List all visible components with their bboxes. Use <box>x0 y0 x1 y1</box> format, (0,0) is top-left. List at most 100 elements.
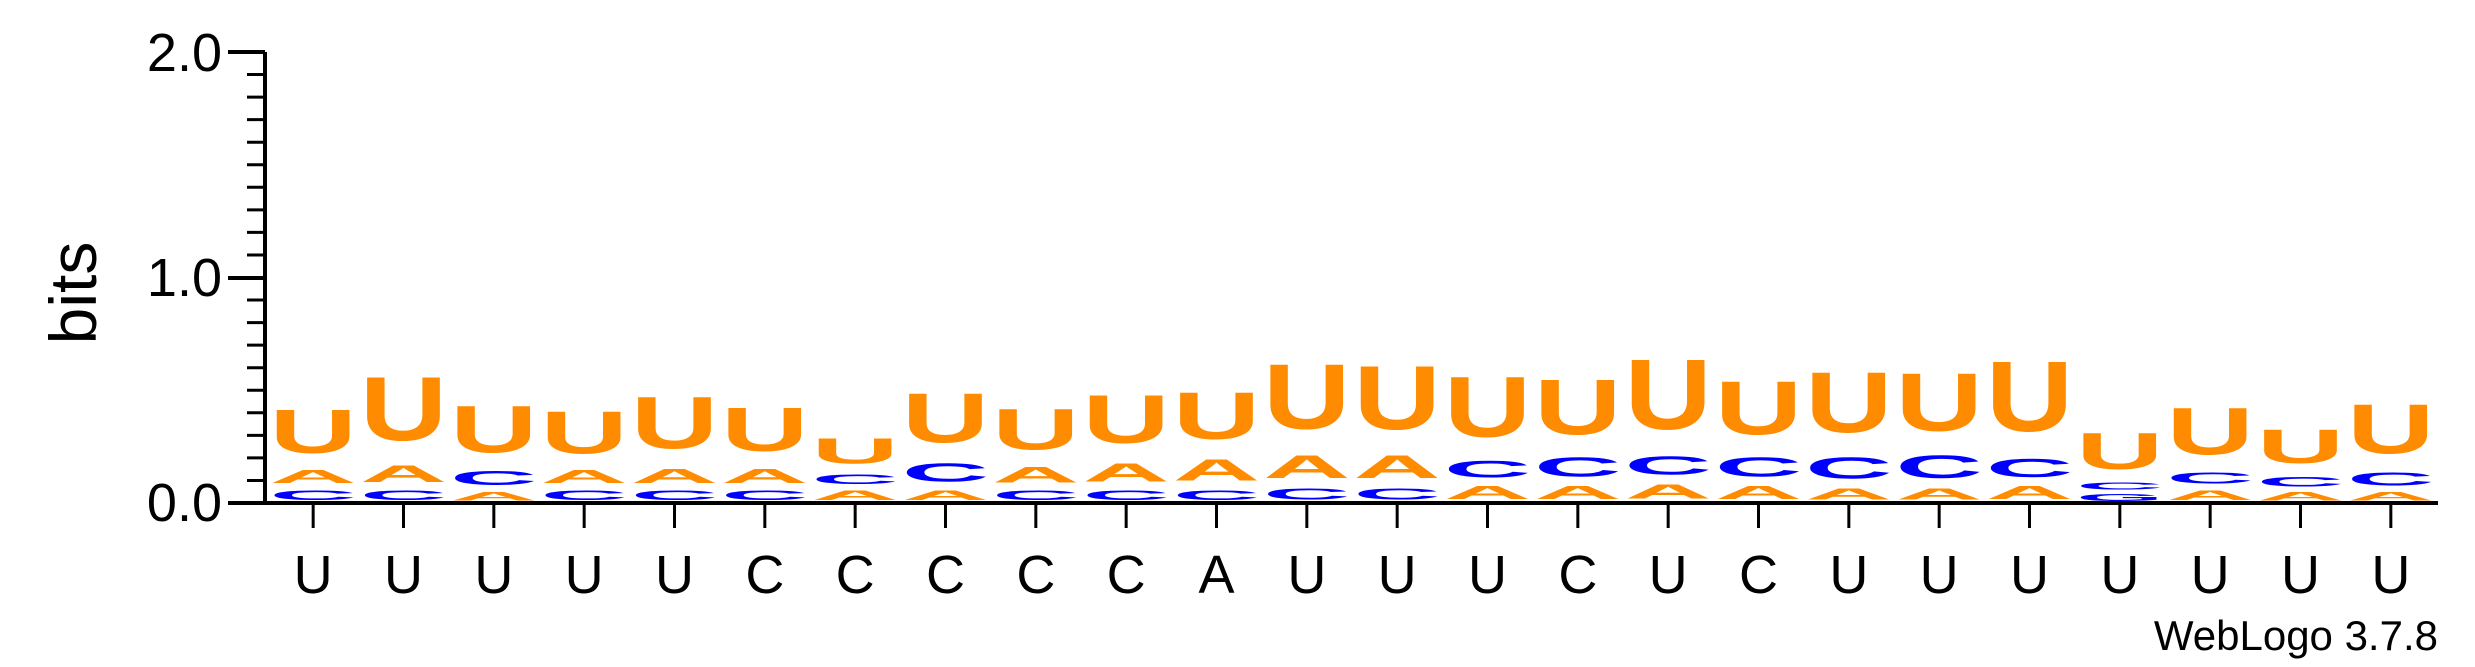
logo-letter-c: C <box>721 487 808 503</box>
y-tick-label: 0.0 <box>147 473 222 533</box>
logo-letter-c: C <box>1263 485 1350 503</box>
logo-letter-a: A <box>1354 449 1441 485</box>
x-tick-label: C <box>1739 545 1778 605</box>
logo-letter-a: A <box>270 467 357 487</box>
logo-letter-c: C <box>992 487 1079 503</box>
x-tick-label: C <box>926 545 965 605</box>
logo-letter-g: G <box>2076 492 2163 503</box>
x-tick-label: C <box>1558 545 1597 605</box>
logo-letter-u: U <box>541 399 628 467</box>
x-tick-label: U <box>1378 545 1417 605</box>
logo-letter-u: U <box>360 358 447 460</box>
x-tick-label: U <box>2371 545 2410 605</box>
logo-letter-c: C <box>2347 469 2434 489</box>
logo-letter-a: A <box>1986 483 2073 503</box>
logo-letter-a: A <box>1896 485 1983 503</box>
logo-letter-a: A <box>1263 449 1350 485</box>
logo-letter-u: U <box>721 395 808 464</box>
logo-letter-c: C <box>1083 487 1170 503</box>
logo-letter-c: C <box>1896 449 1983 485</box>
logo-letter-u: U <box>992 397 1079 462</box>
logo-letter-u: U <box>2347 390 2434 469</box>
logo-letter-c: C <box>360 487 447 503</box>
x-tick-label: U <box>2281 545 2320 605</box>
logo-letter-u: U <box>1173 379 1260 453</box>
logo-letter-a: A <box>1083 458 1170 487</box>
logo-letter-u: U <box>812 431 899 472</box>
logo-letter-a: A <box>1444 483 1531 503</box>
logo-letter-u: U <box>1896 356 1983 448</box>
x-tick-label: U <box>294 545 333 605</box>
y-tick-label: 1.0 <box>147 248 222 308</box>
x-tick-label: U <box>2191 545 2230 605</box>
logo-letter-u: U <box>2076 422 2163 480</box>
logo-letter-a: A <box>812 487 899 503</box>
logo-letter-c: C <box>1173 487 1260 503</box>
x-tick-label: U <box>1920 545 1959 605</box>
logo-letter-u: U <box>2257 419 2344 473</box>
logo-letter-c: C <box>450 467 537 489</box>
logo-letter-a: A <box>2167 487 2254 503</box>
logo-letter-u: U <box>1805 355 1892 451</box>
logo-letter-c: C <box>1715 451 1802 482</box>
logo-letter-a: A <box>1534 483 1621 503</box>
logo-letter-c: C <box>1805 451 1892 485</box>
logo-letter-u: U <box>1263 345 1350 448</box>
x-tick-label: C <box>836 545 875 605</box>
logo-letter-a: A <box>992 462 1079 487</box>
logo-letter-u: U <box>270 397 357 466</box>
logo-letter-c: C <box>1354 485 1441 503</box>
x-tick-label: U <box>1468 545 1507 605</box>
logo-letter-u: U <box>631 382 718 465</box>
logo-letter-a: A <box>1625 481 1712 503</box>
logo-letter-u: U <box>1444 359 1531 455</box>
logo-letter-a: A <box>721 465 808 487</box>
logo-letter-c: C <box>1625 451 1712 480</box>
logo-letter-a: A <box>902 487 989 503</box>
logo-letter-c: C <box>812 472 899 488</box>
logo-letter-a: A <box>360 460 447 487</box>
y-axis-label: bits <box>36 242 110 345</box>
logo-letter-c: C <box>2257 474 2344 490</box>
x-tick-label: U <box>2010 545 2049 605</box>
plot-area: CAUCAUACUCAUCAUCAUACUACUCAUCAUCAUCAUCAUA… <box>270 338 2435 503</box>
logo-letter-u: U <box>1715 365 1802 450</box>
logo-letter-c: C <box>541 487 628 503</box>
x-tick-label: C <box>1107 545 1146 605</box>
weblogo-credit: WebLogo 3.7.8 <box>2154 612 2438 659</box>
x-tick-label: U <box>384 545 423 605</box>
y-minor-ticks <box>247 73 265 482</box>
logo-letter-u: U <box>1354 347 1441 449</box>
logo-letter-a: A <box>541 467 628 487</box>
logo-letter-a: A <box>1805 485 1892 503</box>
x-tick-label: A <box>1198 545 1234 605</box>
logo-letter-a: A <box>2257 490 2344 503</box>
logo-letter-c: C <box>1986 453 2073 482</box>
logo-letter-c: C <box>1444 456 1531 483</box>
x-tick-label: U <box>565 545 604 605</box>
logo-letter-a: A <box>1173 453 1260 487</box>
x-tick-label: C <box>1016 545 1055 605</box>
logo-letter-a: A <box>450 490 537 503</box>
logo-letter-a: A <box>631 465 718 487</box>
logo-letter-c: C <box>631 487 718 503</box>
x-tick-label: U <box>1829 545 1868 605</box>
logo-letter-a: A <box>1715 483 1802 503</box>
x-tick-label: U <box>655 545 694 605</box>
logo-letter-u: U <box>1625 338 1712 451</box>
x-tick-label: C <box>745 545 784 605</box>
logo-letter-c: C <box>1534 451 1621 482</box>
x-tick-label: U <box>1649 545 1688 605</box>
logo-letter-c: C <box>2076 480 2163 491</box>
x-tick-label: U <box>474 545 513 605</box>
x-tick-label: U <box>1287 545 1326 605</box>
logo-letter-c: C <box>902 458 989 487</box>
logo-letter-u: U <box>450 392 537 466</box>
y-tick-label: 2.0 <box>147 23 222 83</box>
logo-letter-u: U <box>2167 395 2254 469</box>
x-tick-label: U <box>2100 545 2139 605</box>
logo-letter-u: U <box>1083 381 1170 458</box>
logo-letter-u: U <box>902 378 989 457</box>
